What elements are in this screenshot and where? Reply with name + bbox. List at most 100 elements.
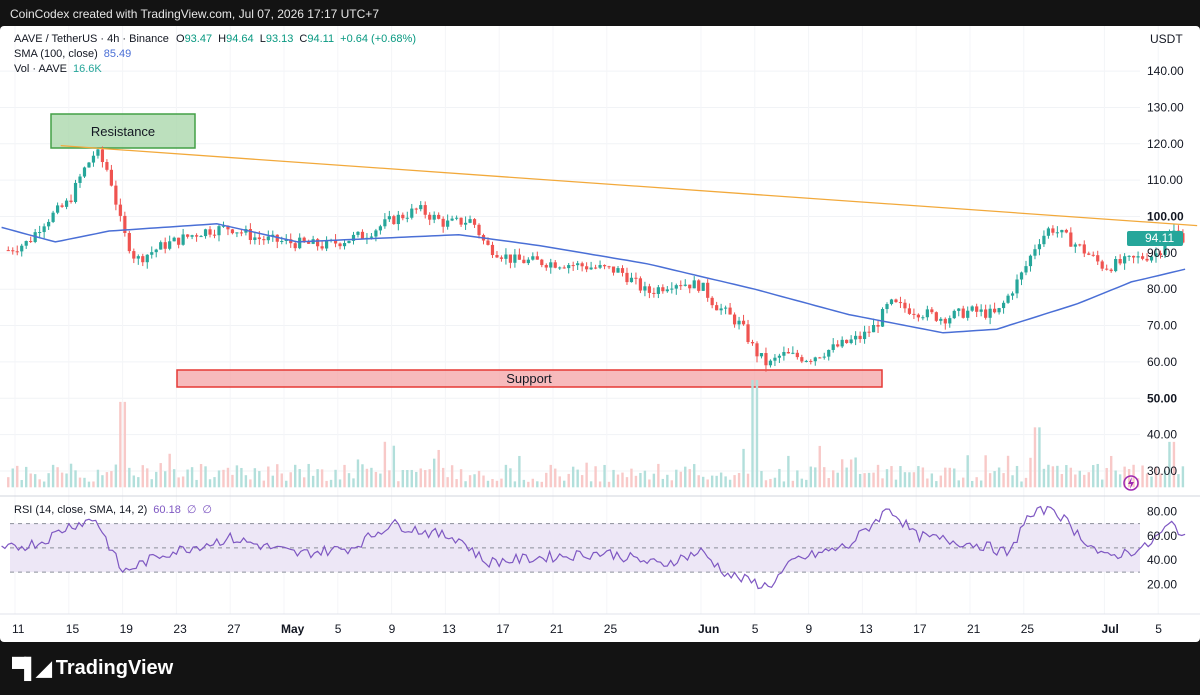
price-tick-0: 140.00 [1147,64,1184,78]
candle-body [647,286,651,293]
volume-bar [997,467,1001,488]
volume-bar [845,467,848,488]
candle-body [432,214,436,220]
volume-bar [320,469,324,488]
support-zone[interactable] [176,369,883,388]
volume-bar [827,478,830,488]
volume-bar [87,481,91,488]
candle-body [55,205,60,213]
volume-bar [639,472,642,488]
candle-body [916,314,920,318]
volume-bar [96,469,100,488]
volume-bar [123,401,127,488]
chart-panel[interactable]: Resistance Support AAVE / TetherUS · 4h … [0,26,1200,642]
volume-bar [231,474,234,488]
candle-body [522,259,526,264]
price-axis[interactable]: 140.00 130.00 120.00 110.00 100.00 90.00 80.00… [1147,64,1184,478]
candle-body [679,285,683,287]
volume-bar [1029,457,1032,488]
volume-bar [966,455,969,488]
volume-bar [482,475,485,488]
candle-body [593,267,598,269]
resistance-zone[interactable] [50,113,196,149]
time-tick-8: 13 [442,622,456,636]
candle-body [813,357,817,362]
volume-bar [432,458,436,488]
candle-body [1069,232,1073,247]
candle-body [374,230,378,237]
volume-bar [486,480,490,488]
volume-bar [823,467,826,488]
volume-bar [397,481,400,488]
volume-bar [953,468,956,488]
candle-body [203,229,208,237]
volume-bar [693,464,696,488]
candle-body [1010,293,1015,296]
time-tick-7: 9 [389,622,396,636]
candle-body [589,267,593,270]
candle-body [661,287,665,292]
candle-body [755,343,759,357]
volume-bar [598,481,602,488]
candle-body [508,254,513,263]
tradingview-brand[interactable]: ▀▌◢ TradingView [12,656,173,681]
volume-bar [657,463,660,488]
candle-body [289,239,293,244]
candle-body [665,289,669,292]
rsi-tick-1: 60.00 [1147,529,1177,543]
legend-symbol: AAVE / TetherUS · 4h · Binance [14,33,169,45]
volume-bar [25,466,28,488]
price-tick-3: 110.00 [1147,173,1183,187]
candle-body [118,204,122,216]
volume-bar [7,477,10,488]
volume-bar [764,480,768,488]
volume-bar [697,475,700,488]
volume-bar [903,472,907,488]
vol-label: Vol · AAVE [14,63,67,75]
volume-bar [742,448,745,488]
candle-body [854,335,858,340]
candle-body [876,324,880,327]
volume-bar [298,469,301,488]
candle-body [47,221,51,227]
volume-bar [285,480,288,488]
volume-bar [957,480,960,488]
volume-bar [733,475,736,488]
candle-body [410,208,414,218]
volume-bar [912,472,916,488]
volume-bar [993,471,996,488]
candle-body [921,317,925,319]
price-tick-10: 40.00 [1147,428,1177,442]
candle-body [1055,232,1059,234]
time-axis[interactable]: 11 15 19 23 27 May 5 9 13 17 21 25 Jun 5 9 13 17 21 25 Jul 5 [12,622,1162,636]
volume-bar [374,471,378,488]
candle-body [670,288,674,290]
volume-bar [195,479,198,488]
volume-bar [563,480,566,488]
candle-body [871,324,876,333]
volume-bar [42,481,46,488]
volume-bar [1051,466,1055,488]
candle-body [64,200,69,207]
low-label: L [260,33,266,45]
resistance-trendline[interactable] [60,144,1198,227]
rsi-axis[interactable]: 80.00 60.00 40.00 20.00 [1147,505,1177,592]
candle-body [724,307,728,309]
volume-bar [217,470,221,488]
candle-body [625,272,629,283]
chart-svg[interactable]: Resistance Support AAVE / TetherUS · 4h … [0,26,1200,642]
lightning-icon-glyph [1128,477,1134,489]
rsi-na-1: ∅ [187,504,197,516]
rsi-tick-0: 80.00 [1147,505,1177,519]
volume-bar [1168,441,1171,488]
volume-bar [1105,467,1108,488]
volume-bar [1002,473,1005,488]
volume-bar [603,464,606,488]
candle-body [1028,255,1033,267]
time-tick-18: 25 [1021,622,1035,636]
volume-bar [814,467,817,488]
lightning-icon[interactable] [1123,475,1139,491]
candle-body [800,357,804,362]
volume-bar [630,468,633,488]
candle-body [804,360,808,362]
